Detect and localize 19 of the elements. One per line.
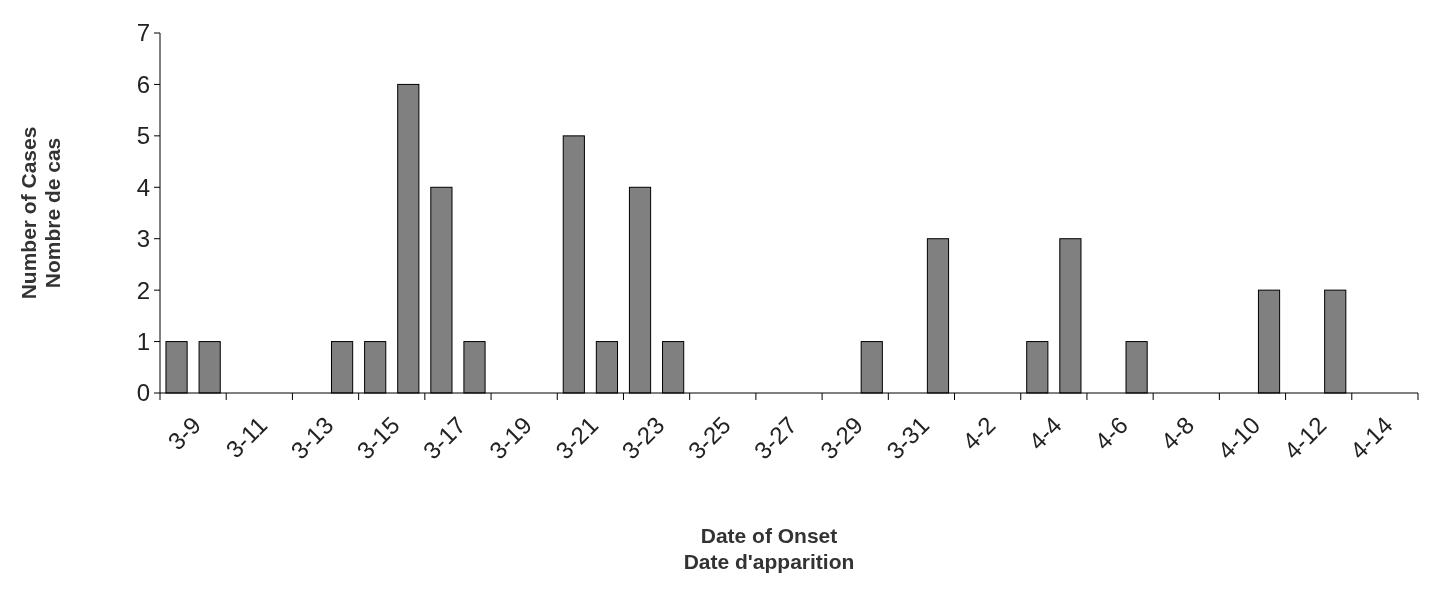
x-tick-label: 3-21 <box>550 411 604 465</box>
x-tick-label: 3-11 <box>220 411 273 464</box>
y-tick-label: 3 <box>136 225 150 253</box>
y-tick-label: 2 <box>136 276 150 304</box>
y-tick-label: 0 <box>136 379 150 407</box>
y-axis-title: Number of Cases Nombre de cas <box>17 126 64 300</box>
x-tick-label: 4-6 <box>1089 411 1133 455</box>
x-tick-label: 3-9 <box>162 411 206 455</box>
y-tick-label: 6 <box>136 70 150 98</box>
x-axis-title: Date of Onset Date d'apparition <box>683 524 855 573</box>
y-tick-label: 4 <box>136 173 150 201</box>
x-tick-label: 4-8 <box>1155 411 1200 455</box>
x-tick-label: 4-2 <box>956 411 1001 455</box>
x-tick-label: 4-4 <box>1023 411 1067 455</box>
x-tick-label: 4-10 <box>1212 411 1266 465</box>
y-tick-label: 5 <box>136 122 150 150</box>
x-tick-label: 3-31 <box>881 411 935 465</box>
y-tick-label: 1 <box>136 327 150 355</box>
y-tick-label: 7 <box>136 19 150 47</box>
